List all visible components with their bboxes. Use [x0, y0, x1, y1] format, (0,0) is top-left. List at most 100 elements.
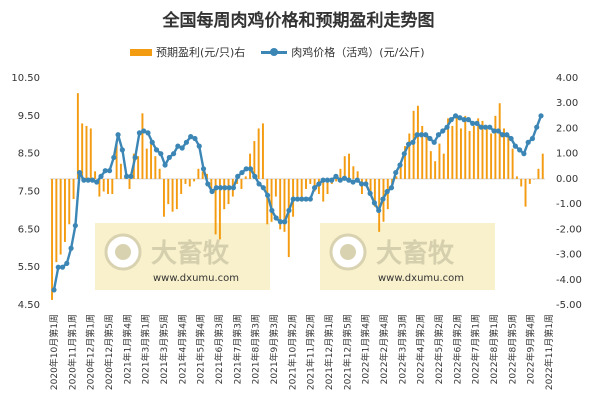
bar-profit: [339, 168, 342, 179]
bar-profit: [274, 178, 277, 197]
bar-profit: [416, 105, 419, 179]
point-price: [256, 181, 262, 187]
y-right-tick-label: 1.00: [556, 149, 578, 160]
bar-profit: [107, 178, 109, 195]
point-price: [504, 132, 510, 138]
bar-profit: [193, 178, 196, 182]
point-price: [431, 139, 437, 145]
point-price: [491, 128, 497, 134]
bar-profit: [270, 178, 273, 222]
point-price: [132, 154, 138, 161]
point-price: [405, 141, 412, 147]
point-price: [448, 117, 454, 123]
legend-item-profit: 预期盈利(元/只)右: [130, 44, 245, 60]
point-price: [89, 177, 96, 183]
point-price: [337, 177, 343, 183]
bar-profit: [335, 178, 338, 182]
bar-profit: [322, 178, 325, 202]
bar-profit: [305, 178, 307, 189]
x-tick-label: 2021年7月第3周: [231, 314, 243, 384]
x-tick-label: 2022年1月第4周: [360, 314, 372, 384]
point-price: [239, 169, 245, 176]
point-price: [264, 192, 271, 198]
bar-profit: [438, 143, 441, 179]
bar-profit: [468, 130, 471, 179]
point-price: [72, 222, 78, 229]
bar-profit: [51, 178, 54, 300]
bar-profit: [115, 141, 118, 179]
bar-profit: [214, 178, 217, 235]
bar-profit: [490, 133, 493, 179]
bar-profit: [218, 178, 221, 240]
x-tick-label: 2021年3月第5周: [158, 314, 170, 384]
y-right-tick-label: -2.00: [556, 224, 582, 235]
point-price: [474, 120, 480, 126]
point-price: [487, 124, 493, 130]
point-price: [341, 175, 348, 181]
bar-profit: [175, 178, 178, 210]
point-price: [517, 147, 523, 153]
point-price: [77, 169, 83, 176]
bar-profit: [348, 153, 351, 179]
y-left-tick-label: 8.50: [18, 149, 40, 160]
bar-profit: [515, 176, 518, 179]
point-price: [111, 154, 117, 161]
point-price: [534, 124, 540, 130]
point-price: [495, 128, 501, 134]
bar-profit: [356, 171, 359, 179]
bar-profit: [111, 178, 114, 195]
point-price: [136, 130, 143, 136]
bar-profit: [128, 178, 131, 189]
bar-profit: [158, 168, 161, 179]
bar-profit: [326, 178, 329, 195]
x-tick-label: 2022年6月第2周: [451, 314, 463, 384]
x-tick-label: 2020年12月第1周: [85, 314, 97, 390]
point-price: [81, 177, 87, 183]
point-price: [478, 124, 484, 130]
point-price: [64, 260, 70, 266]
y-right-tick-label: 3.00: [556, 98, 578, 109]
bar-profit: [309, 178, 312, 184]
bar-profit: [197, 168, 200, 179]
point-price: [282, 219, 288, 225]
point-price: [303, 196, 309, 202]
legend-label-profit: 预期盈利(元/只)右: [156, 46, 246, 59]
bar-profit: [283, 178, 286, 232]
point-price: [307, 196, 313, 202]
bar-profit: [81, 123, 84, 179]
x-tick-label: 2021年8月第3周: [250, 314, 262, 384]
bar-profit: [206, 173, 208, 179]
point-price: [465, 117, 471, 123]
point-price: [470, 120, 476, 126]
point-price: [277, 219, 284, 225]
bar-profit: [240, 178, 243, 189]
point-price: [209, 188, 215, 195]
bar-profit: [68, 178, 71, 225]
point-price: [200, 166, 207, 172]
point-price: [175, 143, 181, 149]
bar-profit: [425, 136, 428, 179]
point-price: [205, 181, 211, 187]
x-tick-label: 2022年7月第1周: [470, 314, 482, 384]
bar-profit: [55, 178, 58, 263]
bar-profit: [408, 133, 411, 179]
x-tick-label: 2020年12月第5周: [103, 314, 115, 390]
bar-profit: [421, 125, 424, 179]
point-price: [269, 207, 275, 214]
x-tick-label: 2021年6月第3周: [213, 314, 225, 384]
bar-profit: [72, 178, 75, 200]
point-price: [55, 264, 61, 270]
point-price: [119, 147, 125, 153]
point-price: [153, 147, 160, 153]
y-left-tick-label: 9.50: [18, 111, 40, 122]
bar-profit: [287, 178, 290, 258]
bar-profit: [119, 163, 122, 179]
bar-profit: [442, 153, 445, 179]
point-price: [162, 162, 168, 168]
bar-profit: [89, 128, 92, 179]
bar-profit: [464, 115, 467, 179]
bar-profit: [399, 163, 402, 179]
bar-profit: [485, 125, 488, 179]
